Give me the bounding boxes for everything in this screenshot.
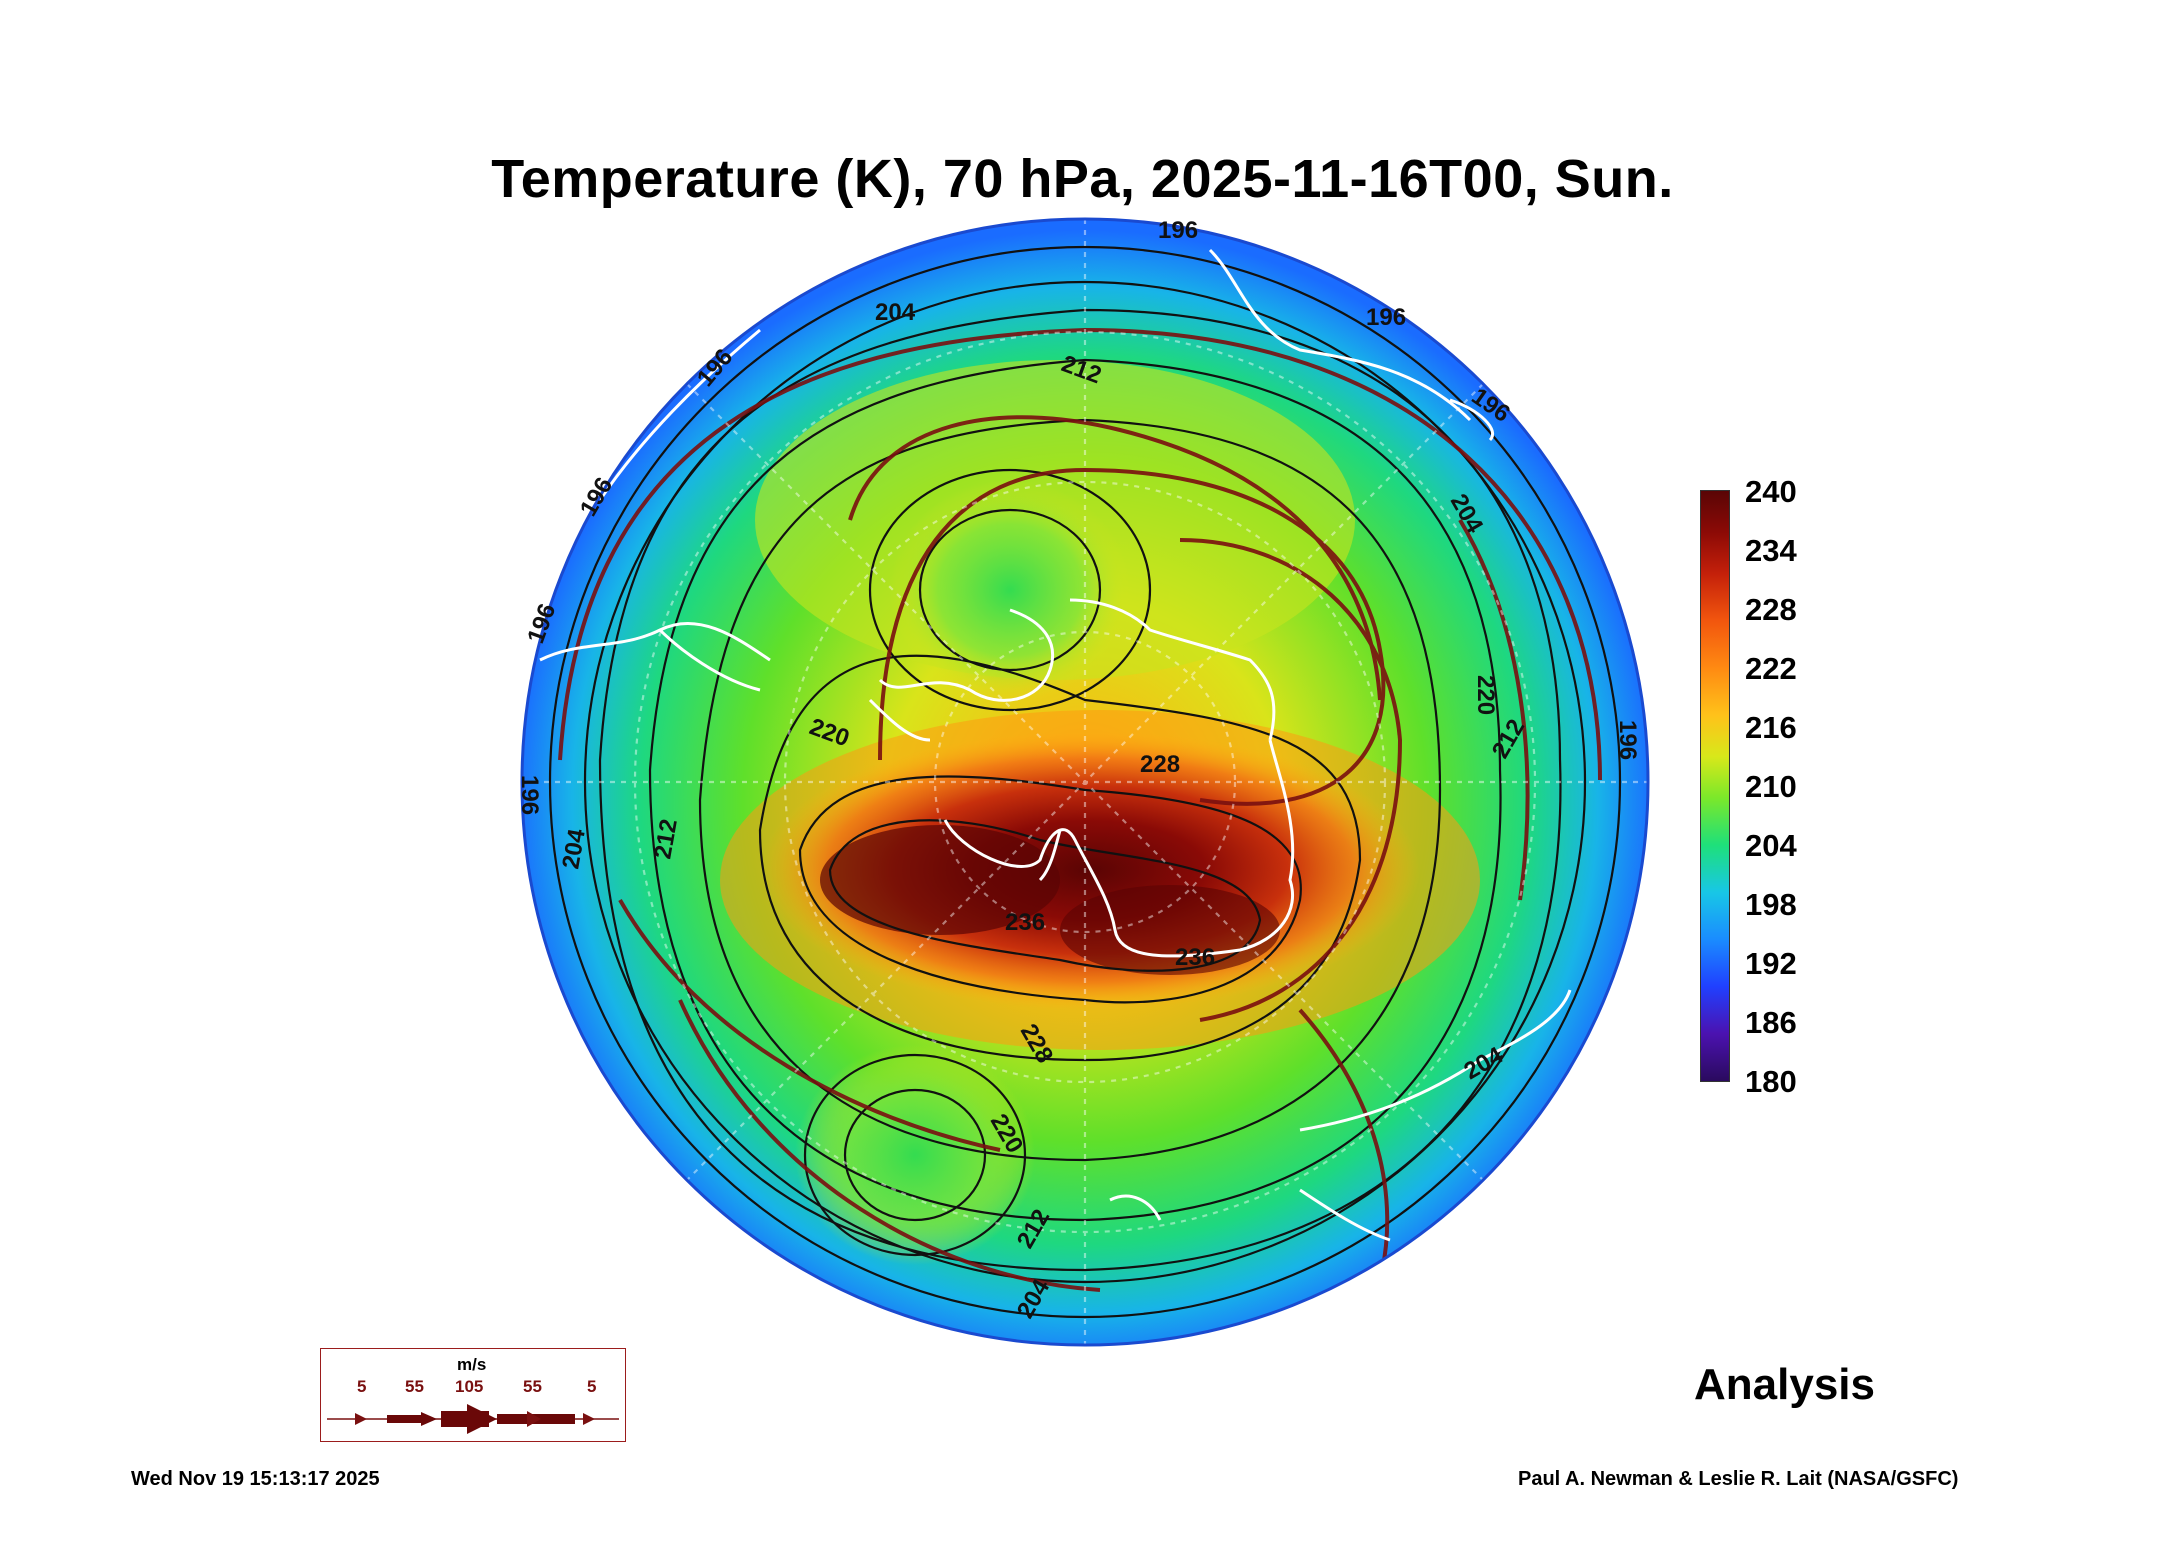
colorbar-tick: 228 [1745, 592, 1797, 627]
footer-credit: Paul A. Newman & Leslie R. Lait (NASA/GS… [1518, 1468, 1959, 1490]
wind-speed-label: 5 [587, 1377, 597, 1396]
colorbar-tick: 234 [1745, 533, 1797, 568]
contour-label: 220 [1472, 675, 1499, 715]
wind-speed-label: 55 [523, 1377, 542, 1396]
colorbar-tick: 180 [1745, 1064, 1797, 1099]
contour-label: 196 [516, 775, 543, 815]
contour-label: 228 [1140, 751, 1180, 778]
contour-label: 196 [1366, 304, 1406, 331]
wind-streamlines [558, 327, 1602, 1292]
map-title: Temperature (K), 70 hPa, 2025-11-16T00, … [491, 149, 1674, 209]
colorbar-tick: 186 [1745, 1005, 1797, 1040]
colorbar-tick: 240 [1745, 474, 1797, 509]
colorbar-tick: 192 [1745, 946, 1797, 981]
contour-label: 236 [1175, 944, 1215, 971]
contour-label: 204 [875, 299, 916, 326]
analysis-label: Analysis [1694, 1360, 1875, 1409]
globe-rim [520, 217, 1650, 1347]
wind-speed-legend: m/s 5 55 105 55 5 [320, 1348, 626, 1442]
wind-speed-label: 105 [455, 1377, 484, 1396]
colorbar-tick: 204 [1745, 828, 1797, 863]
wind-legend-arrow [327, 1404, 619, 1434]
wind-speed-label: 5 [357, 1377, 367, 1396]
wind-speed-label: 55 [405, 1377, 424, 1396]
graticule [522, 219, 1648, 1345]
contour-label: 236 [1005, 909, 1045, 936]
contour-label: 196 [1158, 217, 1198, 244]
colorbar [1700, 490, 1730, 1082]
temperature-field [522, 219, 1648, 1345]
coastlines [539, 248, 1572, 1242]
colorbar-tick: 216 [1745, 710, 1797, 745]
footer-timestamp: Wed Nov 19 15:13:17 2025 [131, 1468, 380, 1490]
wind-unit-label: m/s [457, 1355, 487, 1374]
temperature-contours [548, 245, 1622, 1319]
contour-label: 196 [1614, 720, 1641, 760]
colorbar-tick: 210 [1745, 769, 1797, 804]
colorbar-tick: 222 [1745, 651, 1797, 686]
colorbar-tick: 198 [1745, 887, 1797, 922]
